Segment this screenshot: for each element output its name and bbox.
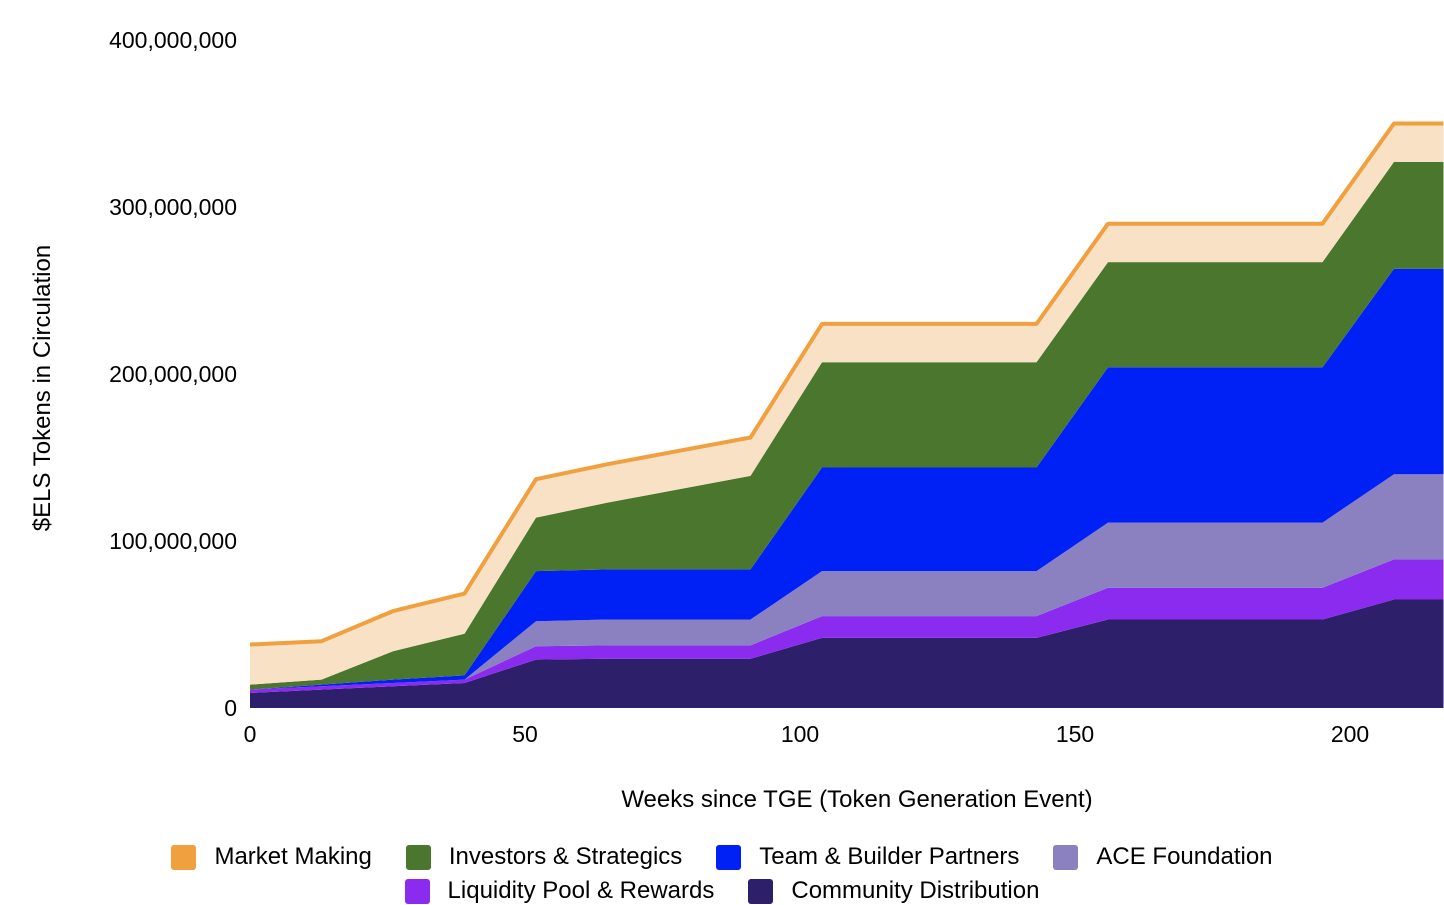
y-tick-label: 200,000,000 <box>109 361 237 387</box>
series-areas <box>249 121 1444 708</box>
legend-label: Investors & Strategics <box>448 843 683 870</box>
legend-label: Community Distribution <box>791 877 1040 904</box>
legend-swatch <box>1053 844 1079 870</box>
y-axis-ticks: 0 100,000,000 200,000,000 300,000,000 40… <box>109 27 237 721</box>
x-tick-label: 50 <box>512 721 538 747</box>
legend-swatch <box>404 878 430 904</box>
y-tick-label: 100,000,000 <box>109 528 237 554</box>
legend-label: Market Making <box>214 843 372 870</box>
area-team-builder-partners <box>250 268 1444 690</box>
legend-label: Liquidity Pool & Rewards <box>447 877 715 904</box>
legend-item-ace-foundation[interactable]: ACE Foundation <box>1053 843 1273 871</box>
y-tick-label: 400,000,000 <box>109 27 237 53</box>
area-market-making <box>250 123 1444 685</box>
legend-swatch <box>748 878 774 904</box>
x-tick-label: 200 <box>1331 721 1369 747</box>
y-tick-label: 0 <box>224 695 237 721</box>
legend-item-community[interactable]: Community Distribution <box>748 877 1039 905</box>
y-axis-title: $ELS Tokens in Circulation <box>29 245 56 531</box>
legend-item-market-making[interactable]: Market Making <box>171 843 372 871</box>
legend-label: Team & Builder Partners <box>759 843 1020 870</box>
legend-swatch <box>171 844 197 870</box>
series-line-market-making <box>249 121 1444 647</box>
legend-item-team[interactable]: Team & Builder Partners <box>716 843 1019 871</box>
legend-row-1: Market Making Investors & Strategics Tea… <box>0 843 1444 871</box>
legend-item-liquidity-pool[interactable]: Liquidity Pool & Rewards <box>404 877 715 905</box>
area-ace-foundation <box>250 474 1444 690</box>
x-tick-label: 100 <box>781 721 819 747</box>
x-axis-ticks: 0 50 100 150 200 <box>244 721 1370 747</box>
legend-label: ACE Foundation <box>1096 843 1273 870</box>
legend-swatch <box>405 844 431 870</box>
area-liquidity-pool-rewards <box>250 559 1444 693</box>
y-tick-label: 300,000,000 <box>109 194 237 220</box>
x-tick-label: 150 <box>1056 721 1094 747</box>
legend-swatch <box>716 844 742 870</box>
area-investors-strategics <box>250 161 1444 690</box>
x-tick-label: 0 <box>244 721 257 747</box>
legend-item-investors[interactable]: Investors & Strategics <box>405 843 683 871</box>
area-community-distribution <box>250 599 1444 708</box>
x-axis-title: Weeks since TGE (Token Generation Event) <box>621 786 1092 813</box>
legend-row-2: Liquidity Pool & Rewards Community Distr… <box>0 877 1444 905</box>
